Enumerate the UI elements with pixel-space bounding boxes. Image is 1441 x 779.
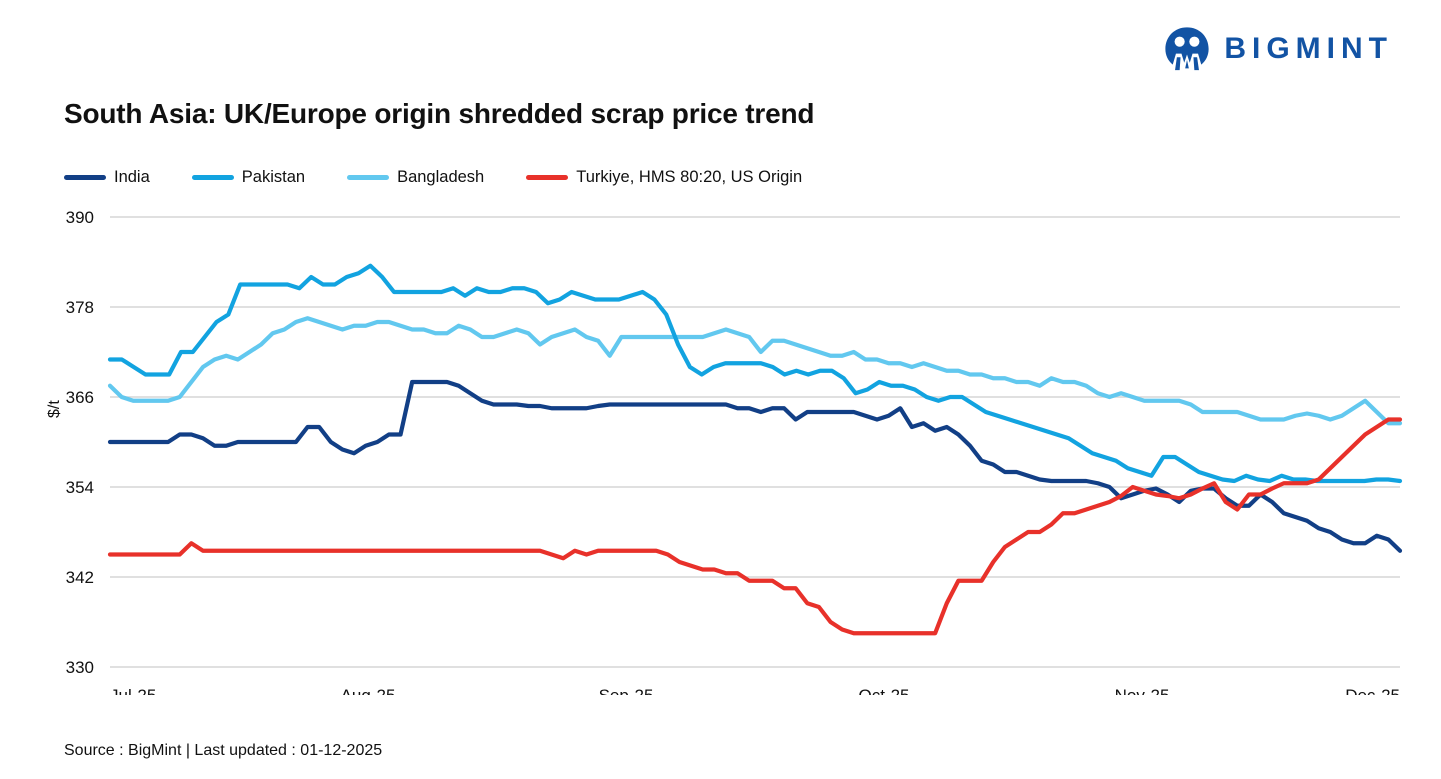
legend-label-turkiye: Turkiye, HMS 80:20, US Origin: [576, 168, 803, 186]
legend-item-india[interactable]: India: [64, 168, 150, 187]
legend-swatch-pakistan: [191, 175, 234, 180]
x-tick-labels: Jul-25 Aug-25 Sep-25 Oct-25 Nov-25 Dec-25: [110, 686, 1400, 695]
y-tick-label: 378: [66, 298, 94, 317]
source-note: Source : BigMint | Last updated : 01-12-…: [64, 742, 383, 759]
brand-name: BIGMINT: [1224, 32, 1393, 65]
chart-plot-area: 330 342 354 366 378 390 Jul-25 Aug-25 Sep-25 Oct…: [0, 195, 1441, 695]
series-line-bangladesh: [107, 316, 1403, 426]
legend-label-pakistan: Pakistan: [241, 168, 306, 186]
chart-legend: India Pakistan Bangladesh Turkiye, HMS 8…: [64, 168, 844, 187]
y-tick-labels: 330 342 354 366 378 390: [66, 208, 94, 677]
legend-item-pakistan[interactable]: Pakistan: [191, 168, 306, 187]
page-title: South Asia: UK/Europe origin shredded sc…: [64, 98, 815, 129]
legend-label-bangladesh: Bangladesh: [397, 168, 485, 186]
x-tick-label: Dec-25: [1345, 686, 1400, 695]
brand-logo: BIGMINT: [1164, 26, 1393, 72]
x-tick-label: Sep-25: [599, 686, 654, 695]
legend-label-india: India: [114, 168, 150, 186]
bigmint-two-people-icon: [1165, 27, 1209, 71]
y-tick-label: 354: [66, 478, 94, 497]
series-line-pakistan: [107, 263, 1403, 484]
x-tick-label: Oct-25: [858, 686, 909, 695]
x-tick-label: Jul-25: [110, 686, 156, 695]
y-tick-label: 390: [66, 208, 94, 227]
series-line-turkiye: [107, 417, 1403, 636]
y-tick-label: 342: [66, 568, 94, 587]
legend-swatch-turkiye: [526, 175, 569, 180]
y-tick-label: 330: [66, 658, 94, 677]
series-lines: [107, 263, 1403, 636]
line-chart: 330 342 354 366 378 390 Jul-25 Aug-25 Sep-25 Oct…: [66, 208, 1403, 695]
x-tick-label: Nov-25: [1115, 686, 1170, 695]
legend-item-turkiye[interactable]: Turkiye, HMS 80:20, US Origin: [526, 168, 802, 187]
legend-swatch-bangladesh: [347, 175, 390, 180]
gridlines: [110, 216, 1400, 668]
legend-item-bangladesh[interactable]: Bangladesh: [347, 168, 484, 187]
y-tick-label: 366: [66, 388, 94, 407]
legend-swatch-india: [64, 175, 106, 180]
series-line-india: [107, 379, 1403, 553]
x-tick-label: Aug-25: [341, 686, 396, 695]
